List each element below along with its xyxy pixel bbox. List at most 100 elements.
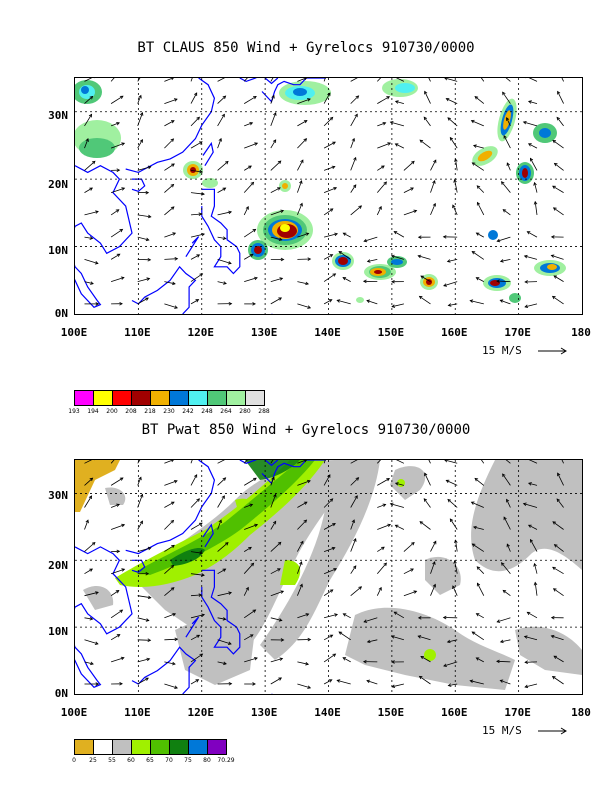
wind-vector [396,460,405,464]
wind-vector [297,232,310,238]
wind-vector [446,259,458,263]
lon-label: 180 [571,326,591,339]
lon-label: 110E [124,706,151,719]
wind-vector [453,559,458,574]
wind-vector [417,616,431,620]
wind-vector [270,297,283,305]
lat-label: 20N [48,559,68,572]
cloud-cluster [472,146,498,166]
wind-vector [362,279,378,284]
colorbar-swatch [112,390,132,406]
wind-vector [550,254,564,260]
wind-vector [137,297,149,305]
wind-vector [244,634,254,641]
wind-vector [164,257,179,261]
wind-vector [506,498,511,508]
wind-vector [323,460,326,464]
wind-vector [270,493,277,508]
wind-vector [525,78,538,82]
wind-vector [297,180,303,193]
wind-vector [244,142,259,149]
wind-vector [297,561,303,574]
wind-vector [505,460,511,464]
coastline [201,188,241,275]
wind-vector [376,205,382,216]
colorbar-swatch [131,390,151,406]
wind-vector [297,637,312,642]
wind-vector [552,521,564,530]
wind-vector [475,657,484,663]
wind-vector [472,144,484,149]
wind-vector [469,679,484,685]
wind-vector [338,631,351,641]
wind-vector [503,516,511,530]
wind-vector [190,634,201,641]
wind-vector [391,303,404,308]
wind-vector [557,90,564,104]
wind-vector [445,479,458,486]
wind-vector [446,639,458,644]
wind-vector [350,95,360,104]
colorbar-tick-label: 218 [144,408,156,415]
wind-vector [217,477,227,486]
brightness-temperature-fill [75,79,566,303]
wind-vector [550,235,564,239]
wind-vector [376,586,382,596]
wind-vector [270,520,277,530]
wind-vector [297,202,303,216]
wind-vector [84,113,93,127]
wind-vector [84,187,94,193]
wind-vector [502,209,511,216]
wind-vector [496,617,511,623]
cloud-cluster [516,162,534,184]
wind-vector [84,495,93,508]
cloud-cluster [183,161,203,179]
wind-vector [443,661,458,667]
wind-vector [556,498,564,508]
wind-vector [137,78,141,82]
wind-vector [137,476,142,486]
wind-vector [164,78,174,82]
bottom-map-panel [74,459,583,695]
wind-vector [550,615,564,620]
wind-vector [217,591,233,597]
coastline [202,523,214,548]
coastline [75,226,102,309]
wind-vector [496,236,511,243]
wind-vector [503,134,511,149]
wind-vector [111,168,121,172]
colorbar-tick-label: 70 [165,757,173,764]
wind-vector [164,183,175,193]
wind-vector [526,231,538,238]
wind-vector [164,138,175,149]
top-colorbar [74,390,265,406]
lon-label: 160E [441,706,468,719]
cloud-cluster [279,81,331,105]
wind-vector [403,187,414,193]
wind-vector [217,617,227,621]
wind-vector [217,661,227,666]
wind-vector [499,639,511,644]
cloud-cluster [332,252,354,270]
wind-vector [403,160,415,171]
wind-vector [297,583,303,596]
lon-label: 150E [377,706,405,719]
wind-vector [297,683,312,689]
wind-vector [350,113,358,127]
wind-vector [424,90,431,104]
wind-vector [447,498,458,508]
wind-vector [500,562,511,574]
wind-vector [391,279,404,284]
wind-vector [470,119,484,127]
lat-label: 10N [48,625,68,638]
colorbar-swatch [93,390,113,406]
wind-vector [363,617,378,623]
wind-vector [84,568,94,575]
wind-vector [472,525,484,530]
wind-vector [529,157,538,171]
wind-vector [323,589,334,597]
wind-vector [164,637,179,642]
wind-vector [243,477,257,486]
wind-vector [84,78,95,82]
wind-vector [270,657,284,663]
